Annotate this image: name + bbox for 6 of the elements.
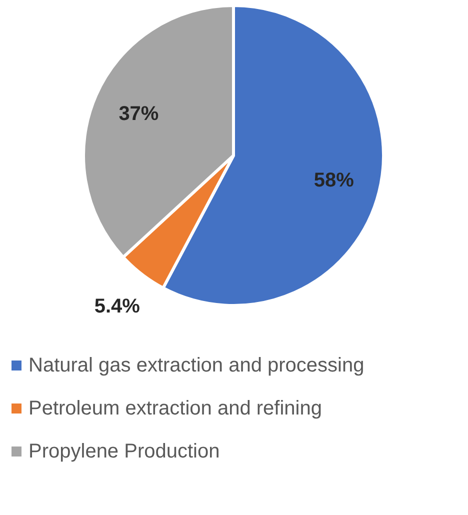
legend-label: Natural gas extraction and processing	[28, 354, 364, 376]
data-label: 58%	[314, 170, 354, 192]
data-label: 5.4%	[94, 295, 140, 318]
data-label: 37%	[118, 102, 159, 125]
legend-label: Propylene Production	[28, 440, 220, 462]
legend-label: Petroleum extraction and refining	[28, 398, 322, 420]
